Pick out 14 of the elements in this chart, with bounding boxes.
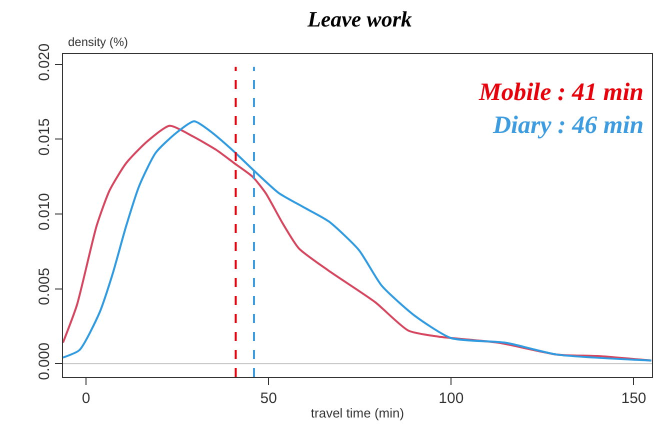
ref-line-label: Diary : 46 min [492, 112, 644, 139]
y-tick-label: 0.020 [36, 43, 53, 81]
y-tick-label: 0.000 [36, 342, 53, 380]
y-tick-label: 0.010 [36, 192, 53, 231]
x-tick-label: 0 [82, 390, 90, 408]
ref-line-label: Mobile : 41 min [478, 79, 644, 106]
x-tick-label: 50 [260, 390, 277, 408]
x-tick-label: 100 [438, 390, 464, 408]
x-axis-title: travel time (min) [310, 406, 404, 421]
chart-title: Leave work [306, 6, 412, 32]
y-axis-title: density (%) [68, 35, 128, 49]
x-tick-label: 150 [621, 390, 646, 408]
y-tick-label: 0.005 [36, 268, 53, 306]
y-tick-label: 0.015 [36, 118, 53, 156]
